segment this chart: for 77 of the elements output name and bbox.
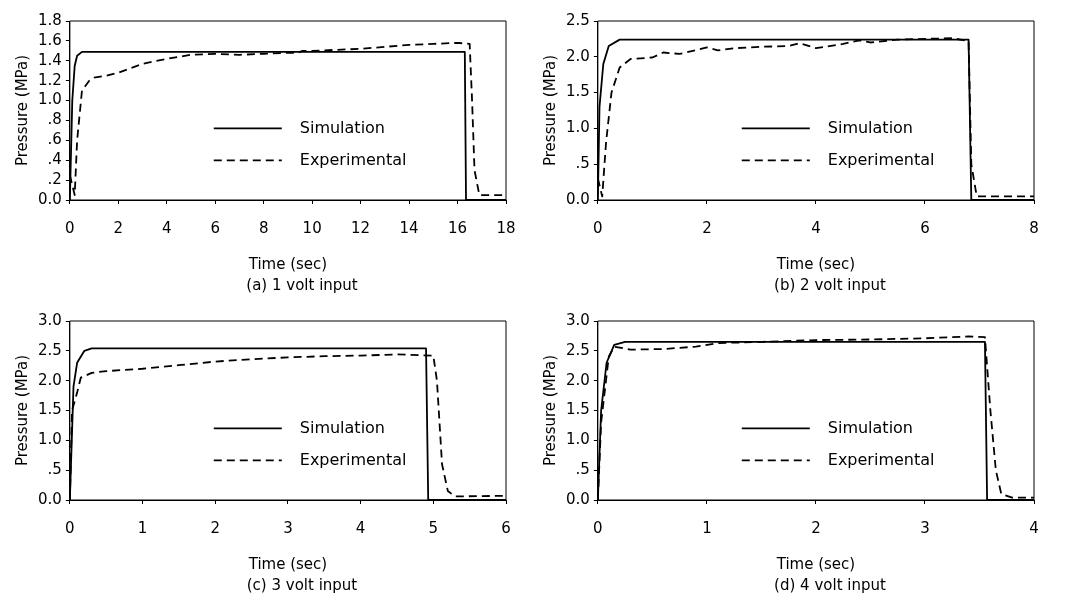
y-tick-label: 1.0 <box>566 430 590 449</box>
y-tick-label: 2.0 <box>566 370 590 389</box>
x-tick-label: 10 <box>302 218 322 237</box>
x-tick-label: 2 <box>811 518 821 537</box>
legend-label: Simulation <box>299 117 386 137</box>
y-tick-label: 1.5 <box>566 82 590 101</box>
y-tick-label: .5 <box>47 460 62 479</box>
x-tick-label: 12 <box>351 218 371 237</box>
text: (a) 1 volt input <box>245 276 359 294</box>
x-tick-label: 4 <box>1029 518 1039 537</box>
legend-label: Simulation <box>827 417 914 437</box>
x-tick-label: 2 <box>210 518 221 537</box>
x-axis-title: Time (sec) <box>775 254 856 273</box>
text: (d) 4 volt input <box>773 576 887 594</box>
y-tick-label: .5 <box>575 154 590 173</box>
text: (c) 3 volt input <box>245 576 359 594</box>
x-tick-label: 1 <box>137 518 148 537</box>
x-tick-label: 0 <box>593 218 603 237</box>
y-tick-label: 1.0 <box>38 430 62 449</box>
y-tick-label: .8 <box>47 110 62 129</box>
y-tick-label: 2.5 <box>38 340 62 359</box>
y-tick-label: 1.5 <box>38 400 62 419</box>
x-tick-label: 6 <box>501 518 511 537</box>
x-tick-label: 18 <box>496 218 516 237</box>
y-axis-title: Pressure (MPa) <box>540 54 559 167</box>
x-tick-label: 0 <box>65 518 75 537</box>
legend-label: Experimental <box>299 449 407 469</box>
y-tick-label: 0.0 <box>38 489 62 508</box>
y-tick-label: 3.0 <box>566 310 590 329</box>
y-axis-title: Pressure (MPa) <box>540 354 559 467</box>
x-tick-label: 8 <box>258 218 269 237</box>
x-tick-label: 1 <box>702 518 712 537</box>
y-axis-title: Pressure (MPa) <box>12 354 31 467</box>
x-tick-label: 4 <box>162 218 172 237</box>
y-tick-label: 0.0 <box>566 189 590 208</box>
y-tick-label: 2.5 <box>566 340 590 359</box>
y-tick-label: .5 <box>575 460 590 479</box>
y-tick-label: 1.4 <box>38 50 62 69</box>
y-tick-label: .2 <box>47 170 62 188</box>
y-tick-label: 0.0 <box>38 189 62 208</box>
x-tick-label: 3 <box>283 518 293 537</box>
y-tick-label: 3.0 <box>38 310 62 329</box>
y-tick-label: 2.5 <box>566 10 590 29</box>
text: (b) 2 volt input <box>773 276 887 294</box>
x-tick-label: 5 <box>428 518 439 537</box>
y-tick-label: .4 <box>47 150 62 169</box>
y-tick-label: 1.2 <box>38 70 62 89</box>
y-tick-label: 2.0 <box>566 46 590 65</box>
legend-label: Experimental <box>827 449 935 469</box>
legend-label: Simulation <box>299 417 386 437</box>
legend-label: Simulation <box>827 117 914 137</box>
x-tick-label: 2 <box>113 218 124 237</box>
x-tick-label: 8 <box>1029 218 1039 237</box>
x-tick-label: 3 <box>920 518 930 537</box>
y-tick-label: 0.0 <box>566 489 590 508</box>
y-tick-label: 1.5 <box>566 400 590 419</box>
x-tick-label: 0 <box>593 518 603 537</box>
x-tick-label: 2 <box>702 218 712 237</box>
x-tick-label: 14 <box>399 218 419 237</box>
x-tick-label: 6 <box>920 218 930 237</box>
y-tick-label: 1.8 <box>38 10 62 29</box>
y-tick-label: .6 <box>47 130 62 149</box>
x-tick-label: 4 <box>355 518 366 537</box>
legend-label: Experimental <box>299 149 407 169</box>
x-tick-label: 4 <box>811 218 821 237</box>
y-tick-label: 1.6 <box>38 30 62 49</box>
x-axis-title: Time (sec) <box>775 554 856 573</box>
x-tick-label: 0 <box>65 218 75 237</box>
x-axis-title: Time (sec) <box>247 254 328 273</box>
y-tick-label: 1.0 <box>38 90 62 109</box>
x-axis-title: Time (sec) <box>247 554 328 573</box>
y-axis-title: Pressure (MPa) <box>12 54 31 167</box>
y-tick-label: 2.0 <box>38 370 62 389</box>
x-tick-label: 16 <box>447 218 468 237</box>
x-tick-label: 6 <box>210 218 221 237</box>
y-tick-label: 1.0 <box>566 118 590 137</box>
legend-label: Experimental <box>827 149 935 169</box>
